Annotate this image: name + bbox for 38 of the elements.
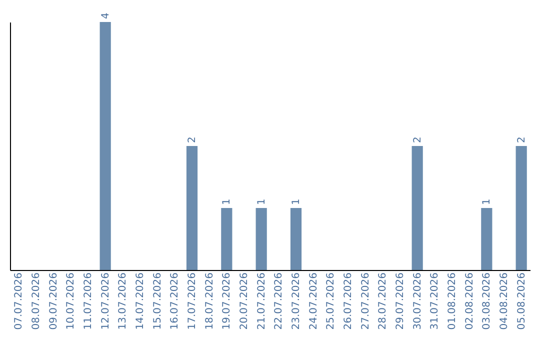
data-label: 2 [412,136,424,143]
data-label: 1 [256,198,268,205]
x-tick-label: 12.07.2026 [100,272,112,330]
x-tick-label: 14.07.2026 [135,272,146,330]
x-tick-label: 23.07.2026 [291,272,302,330]
x-tick-label: 04.08.2026 [499,272,510,330]
x-tick-label: 09.07.2026 [48,272,60,330]
x-tick-label: 20.07.2026 [239,272,250,330]
x-tick-label: 10.07.2026 [66,272,77,330]
x-tick-label: 18.07.2026 [204,272,216,330]
x-tick-label: 17.07.2026 [187,272,198,330]
data-label: 1 [222,198,233,205]
x-tick-label: 15.07.2026 [152,272,164,330]
data-label: 1 [482,198,493,205]
x-tick-label: 16.07.2026 [170,272,181,330]
x-tick-label: 28.07.2026 [378,272,389,330]
x-tick-label: 19.07.2026 [222,272,233,330]
data-label: 2 [516,136,528,143]
x-tick-label: 21.07.2026 [256,272,268,330]
x-tick-label: 03.08.2026 [482,272,493,330]
x-tick-label: 22.07.2026 [274,272,285,330]
x-tick-label: 01.08.2026 [447,272,458,330]
x-tick-label: 31.07.2026 [430,272,441,330]
data-label: 1 [291,198,302,205]
x-tick-label: 11.07.2026 [83,272,94,330]
data-label: 2 [187,136,198,143]
x-tick-label: 25.07.2026 [326,272,337,330]
x-tick-label: 30.07.2026 [412,272,424,330]
x-tick-label: 07.07.2026 [14,272,25,330]
x-tick-label: 08.07.2026 [31,272,42,330]
x-tick-label: 24.07.2026 [308,272,320,330]
x-tick-label: 13.07.2026 [118,272,129,330]
data-label: 4 [100,12,112,19]
x-tick-label: 02.08.2026 [464,272,476,330]
x-tick-label: 27.07.2026 [360,272,372,330]
x-tick-label: 29.07.2026 [395,272,406,330]
x-tick-label: 26.07.2026 [343,272,354,330]
x-tick-label: 05.08.2026 [516,272,528,330]
